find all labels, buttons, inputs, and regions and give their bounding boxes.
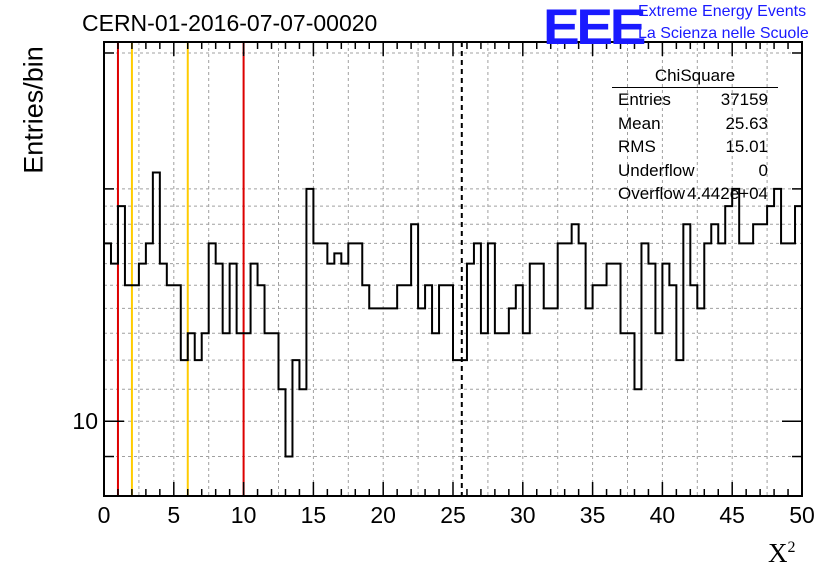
eee-logo: EEE bbox=[543, 0, 646, 55]
x-tick-label: 10 bbox=[231, 502, 257, 528]
stats-key: Underflow bbox=[618, 160, 695, 180]
y-axis-label: Entries/bin bbox=[18, 46, 49, 174]
x-tick-label: 30 bbox=[510, 502, 536, 528]
stats-key: RMS bbox=[618, 137, 656, 156]
stats-row-overflow: Overflow 4.442e+04 bbox=[612, 184, 778, 208]
stats-value: 0 bbox=[758, 160, 768, 180]
stats-box: ChiSquare Entries 37159 Mean 25.63 RMS 1… bbox=[612, 66, 778, 208]
chart-title: CERN-01-2016-07-07-00020 bbox=[82, 10, 378, 36]
stats-value: 25.63 bbox=[725, 113, 768, 133]
x-axis-label: X2 bbox=[768, 538, 796, 568]
stats-value: 15.01 bbox=[725, 137, 768, 156]
stats-row-rms: RMS 15.01 bbox=[612, 137, 778, 161]
logo-line-1: Extreme Energy Events bbox=[638, 3, 807, 20]
x-tick-label: 15 bbox=[301, 502, 327, 528]
x-tick-label: 20 bbox=[370, 502, 396, 528]
stats-row-mean: Mean 25.63 bbox=[612, 114, 778, 138]
stats-key: Mean bbox=[618, 113, 661, 133]
stats-key: Entries bbox=[618, 90, 671, 109]
logo-line-2: La Scienza nelle Scuole bbox=[638, 25, 809, 42]
x-tick-label: 35 bbox=[580, 502, 606, 528]
stats-value: 4.442e+04 bbox=[687, 184, 768, 203]
x-tick-label: 40 bbox=[650, 502, 676, 528]
stats-value: 37159 bbox=[720, 90, 768, 109]
stats-row-entries: Entries 37159 bbox=[612, 90, 778, 114]
x-tick-label: 5 bbox=[167, 502, 180, 528]
x-tick-label: 25 bbox=[440, 502, 466, 528]
histogram-series bbox=[104, 171, 802, 458]
stats-title: ChiSquare bbox=[612, 66, 778, 88]
x-tick-label: 45 bbox=[719, 502, 745, 528]
stats-row-underflow: Underflow 0 bbox=[612, 161, 778, 185]
y-tick-label: 10 bbox=[72, 408, 98, 434]
x-tick-label: 0 bbox=[98, 502, 111, 528]
stats-key: Overflow bbox=[618, 184, 686, 203]
x-tick-label: 50 bbox=[789, 502, 815, 528]
